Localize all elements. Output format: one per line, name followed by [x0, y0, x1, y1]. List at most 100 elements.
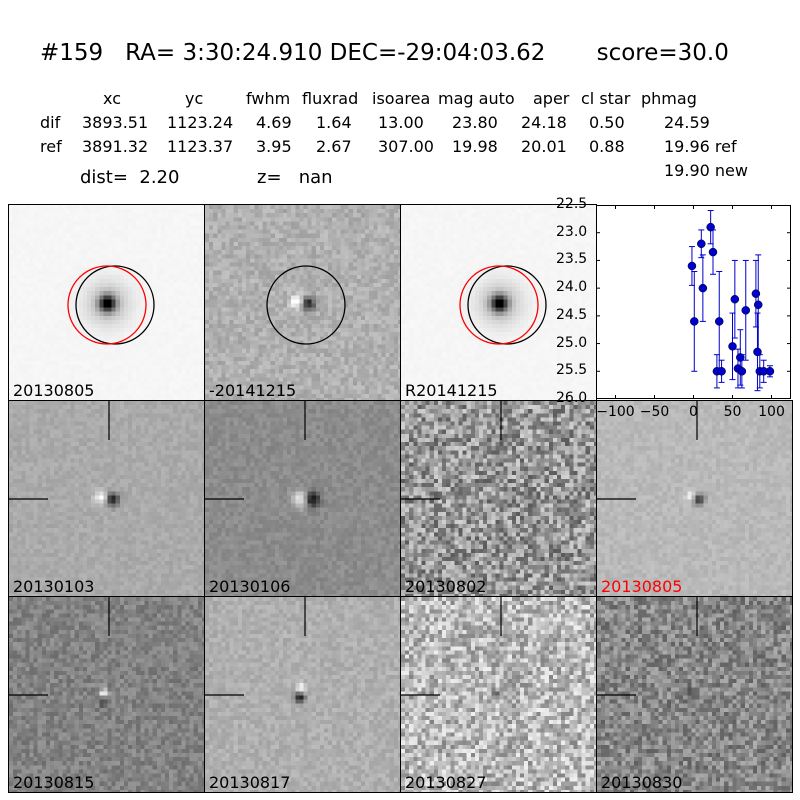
cutout-overlay [205, 597, 306, 696]
cutout-overlay [9, 597, 110, 696]
x-tick-label: 100 [758, 404, 785, 420]
marker [728, 342, 737, 351]
data-point [690, 271, 699, 372]
table-cell: 307.00 [378, 137, 434, 156]
marker [753, 300, 763, 310]
y-tick-label: 24.5 [556, 306, 588, 323]
y-tick-label: 23.0 [556, 223, 588, 240]
aperture-circle [75, 265, 155, 345]
table-cell: 23.80 [452, 113, 498, 132]
column-header: fluxrad [302, 89, 359, 108]
cutout-panel: 20130817 [204, 596, 401, 793]
cutout-panel: 20130815 [8, 596, 205, 793]
table-cell: 1123.37 [167, 137, 234, 156]
reference-circle [67, 265, 147, 345]
table-cell: 0.50 [589, 113, 625, 132]
table-cell: 24.18 [521, 113, 567, 132]
cutout-date-label: 20130805 [13, 381, 95, 400]
column-header: isoarea [372, 89, 431, 108]
cutout-overlay [459, 265, 547, 345]
cutout-date-label: -20141215 [209, 381, 297, 400]
marker [737, 367, 747, 376]
cutout-image [401, 205, 596, 400]
table-cell: 3.95 [256, 137, 292, 156]
marker [730, 294, 740, 304]
cutout-panel: 20130103 [8, 400, 205, 597]
marker [706, 222, 715, 232]
table-cell: 1.64 [316, 113, 352, 132]
marker [765, 367, 775, 376]
row-label: ref [40, 137, 62, 156]
table-cell: 4.69 [256, 113, 292, 132]
cutout-date-label: 20130802 [405, 577, 487, 596]
light-curve-chart [596, 204, 791, 400]
table-cell: 3893.51 [82, 113, 149, 132]
cutout-panel: 20130802 [400, 400, 597, 597]
data-point [728, 312, 737, 381]
data-point [741, 259, 751, 361]
aperture-circle [467, 265, 547, 345]
marker [708, 247, 718, 257]
cutout-overlay [597, 401, 698, 500]
table-cell: 19.96 ref [664, 137, 737, 156]
cutout-overlay [401, 401, 502, 500]
cutout-overlay [266, 265, 346, 345]
cutout-image [205, 205, 400, 400]
marker [690, 317, 699, 326]
cutout-overlay [597, 597, 698, 696]
y-tick-label: 23.5 [556, 251, 588, 268]
marker [753, 347, 762, 357]
marker [698, 283, 708, 293]
cutout-overlay [401, 597, 502, 696]
dist-value: dist= 2.20 [80, 167, 180, 188]
row-label: dif [40, 113, 61, 132]
light-curve-svg [596, 204, 791, 400]
y-tick-label: 25.5 [556, 362, 588, 379]
data-point [717, 359, 726, 383]
column-header: aper [533, 89, 570, 108]
table-cell: 2.67 [316, 137, 352, 156]
aperture-circle [266, 265, 346, 345]
x-tick-label: −100 [596, 404, 635, 420]
y-tick-label: 26.0 [556, 390, 588, 406]
x-tick-label: −50 [639, 404, 670, 420]
x-tick-label: 50 [723, 404, 742, 420]
column-header: mag auto [438, 89, 515, 108]
cutout-panel: 20130805 [596, 400, 793, 597]
cutout-date-label: 20130103 [13, 577, 95, 596]
cutout-panel: 20130830 [596, 596, 793, 793]
cutout-overlay [9, 401, 110, 500]
cutout-date-label: R20141215 [405, 381, 498, 400]
data-point [698, 254, 708, 322]
data-point [730, 259, 740, 339]
table-cell: 20.01 [521, 137, 567, 156]
data-point [759, 359, 768, 383]
data-point [708, 229, 718, 275]
phmag-new: 19.90 new [664, 161, 748, 180]
cutout-date-label: 20130830 [601, 773, 683, 792]
table-cell: 3891.32 [82, 137, 149, 156]
x-tick-label: 0 [689, 404, 698, 420]
cutout-date-label: 20130827 [405, 773, 487, 792]
column-header: yc [185, 89, 204, 108]
cutout-panel: -20141215 [204, 204, 401, 401]
column-header: phmag [641, 89, 697, 108]
data-point [737, 354, 747, 389]
table-cell: 1123.24 [167, 113, 234, 132]
column-header: fwhm [246, 89, 291, 108]
cutout-date-label: 20130815 [13, 773, 95, 792]
cutout-date-label: 20130805 [601, 577, 683, 596]
marker [687, 261, 697, 271]
marker [714, 317, 724, 326]
cutout-date-label: 20130817 [209, 773, 291, 792]
y-tick-label: 25.0 [556, 334, 588, 351]
column-header: xc [103, 89, 121, 108]
marker [697, 239, 706, 249]
y-tick-label: 24.0 [556, 279, 588, 296]
reference-circle [459, 265, 539, 345]
cutout-panel: 20130106 [204, 400, 401, 597]
table-cell: 13.00 [378, 113, 424, 132]
cutout-panel: R20141215 [400, 204, 597, 401]
data-point [687, 246, 697, 286]
cutout-panel: 20130805 [8, 204, 205, 401]
